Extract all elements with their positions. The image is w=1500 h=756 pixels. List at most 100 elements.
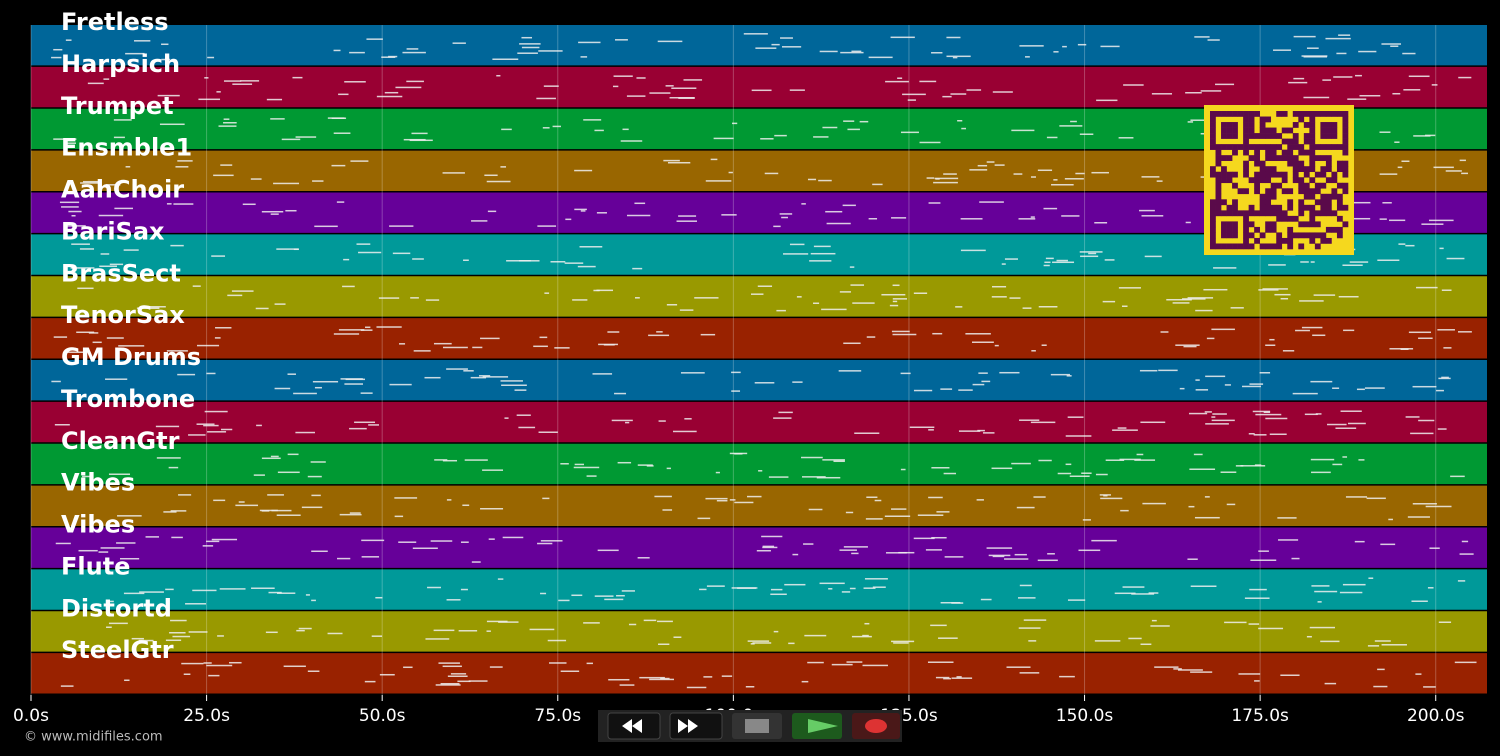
- note: [552, 125, 561, 128]
- note: [171, 536, 183, 539]
- note: [1350, 217, 1371, 220]
- qr-cell: [1309, 215, 1316, 222]
- note: [433, 629, 455, 632]
- track-name: Vibes: [61, 469, 135, 497]
- note: [757, 285, 773, 287]
- qr-cell: [1226, 204, 1233, 211]
- qr-cell: [1226, 171, 1233, 178]
- stop-button[interactable]: [732, 713, 782, 739]
- note: [333, 132, 351, 134]
- note: [751, 89, 772, 92]
- note: [919, 80, 937, 83]
- qr-cell: [1292, 232, 1299, 239]
- note: [119, 557, 140, 560]
- note: [337, 557, 351, 560]
- track-name: TenorSax: [61, 301, 185, 329]
- note: [841, 591, 851, 593]
- track-name: CleanGtr: [61, 427, 180, 455]
- note: [270, 118, 285, 120]
- note: [1031, 350, 1036, 352]
- note: [1274, 293, 1291, 296]
- note: [543, 85, 559, 87]
- qr-cell: [1226, 243, 1233, 250]
- note: [819, 582, 845, 585]
- note: [464, 459, 488, 461]
- qr-cell: [1254, 171, 1260, 178]
- qr-cell: [1243, 188, 1249, 195]
- note: [756, 549, 771, 552]
- note: [1425, 134, 1436, 137]
- note: [1293, 77, 1305, 80]
- note: [936, 511, 950, 513]
- qr-cell: [1331, 144, 1338, 150]
- note: [238, 501, 245, 503]
- qr-cell: [1270, 182, 1277, 189]
- note: [183, 673, 191, 675]
- note: [1030, 176, 1036, 178]
- note: [843, 546, 868, 548]
- qr-cell: [1232, 199, 1238, 206]
- note: [802, 476, 826, 478]
- qr-cell: [1309, 160, 1316, 167]
- note: [442, 459, 458, 462]
- qr-cell: [1309, 111, 1316, 117]
- note: [123, 249, 139, 251]
- note: [536, 97, 556, 100]
- note: [686, 686, 707, 689]
- qr-cell: [1248, 155, 1255, 161]
- note: [1059, 125, 1083, 127]
- note: [1340, 410, 1362, 412]
- note: [1044, 261, 1051, 264]
- note: [138, 639, 154, 642]
- note: [1325, 37, 1351, 40]
- qr-cell: [1342, 133, 1349, 139]
- note: [1311, 585, 1330, 587]
- note: [979, 201, 1004, 203]
- note: [1389, 348, 1414, 350]
- note: [900, 131, 919, 134]
- note: [1030, 216, 1035, 218]
- forward-button[interactable]: [669, 712, 723, 740]
- note: [1187, 297, 1214, 299]
- qr-cell: [1248, 116, 1255, 123]
- qr-cell: [1221, 144, 1227, 150]
- qr-cell: [1270, 188, 1277, 195]
- note: [942, 95, 952, 98]
- note: [678, 97, 695, 99]
- note: [479, 375, 491, 377]
- qr-cell: [1215, 243, 1222, 250]
- qr-cell: [1298, 232, 1305, 239]
- note: [710, 158, 718, 161]
- note: [218, 125, 237, 127]
- note: [1265, 417, 1288, 420]
- note: [770, 593, 787, 596]
- note: [399, 343, 406, 345]
- note: [656, 331, 663, 333]
- qr-cell: [1298, 177, 1305, 184]
- note: [333, 333, 360, 335]
- note: [770, 588, 783, 591]
- qr-cell: [1320, 111, 1327, 117]
- note: [392, 252, 411, 255]
- qr-cell: [1281, 138, 1288, 145]
- note: [839, 549, 857, 551]
- note: [1306, 635, 1312, 638]
- note: [743, 33, 768, 35]
- note: [442, 172, 465, 174]
- qr-cell: [1221, 177, 1227, 184]
- qr-cell: [1276, 210, 1283, 217]
- note: [1043, 207, 1058, 210]
- note: [1205, 423, 1229, 425]
- note: [1037, 169, 1053, 172]
- record-button[interactable]: [852, 713, 900, 739]
- note: [78, 549, 98, 552]
- note: [810, 252, 836, 255]
- rewind-button[interactable]: [607, 712, 661, 740]
- note: [1203, 288, 1228, 291]
- play-button[interactable]: [792, 713, 842, 739]
- note: [657, 40, 683, 43]
- note: [124, 679, 130, 682]
- qr-cell: [1265, 204, 1272, 211]
- note: [850, 284, 865, 286]
